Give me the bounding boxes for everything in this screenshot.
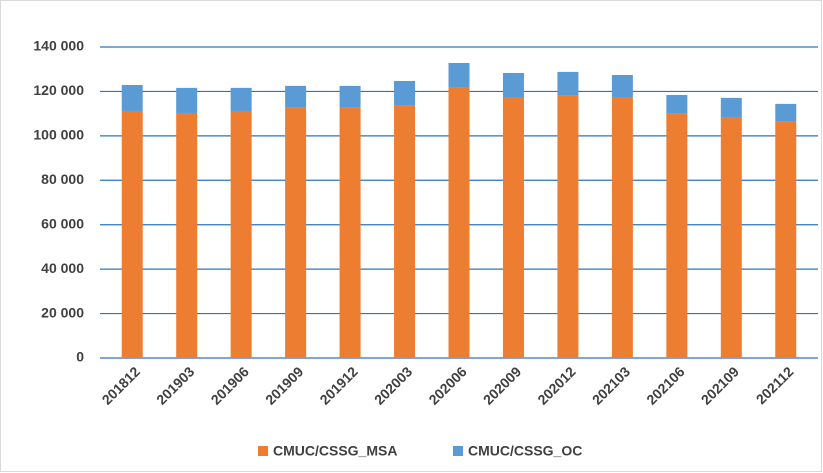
bar-segment [448,62,470,88]
bar-segment [666,113,688,359]
bar-segment [775,121,797,358]
bar-segment [448,87,470,359]
bar-segment [230,110,252,358]
legend-label: CMUC/CSSG_MSA [273,443,397,459]
bar-segment [775,103,797,122]
bar-segment [176,87,198,113]
bar-segment [230,87,252,111]
bar-segment [121,84,143,111]
y-tick-label: 20 000 [41,304,84,320]
bar-segment [502,72,524,97]
bar-segment [339,85,361,108]
bar-segment [394,80,416,106]
bar-segment [720,97,742,117]
y-tick-label: 80 000 [41,171,84,187]
bar-segment [557,71,579,96]
y-tick-label: 40 000 [41,260,84,276]
y-tick-label: 0 [76,349,84,365]
bar-segment [611,96,633,358]
y-tick-label: 120 000 [33,82,84,98]
legend-swatch [453,446,463,456]
legend-label: CMUC/CSSG_OC [468,443,582,459]
y-tick-label: 100 000 [33,127,84,143]
bar-segment [666,94,688,114]
bar-segment [720,116,742,358]
bar-segment [176,112,198,358]
y-tick-label: 60 000 [41,215,84,231]
bar-segment [611,74,633,97]
bar-segment [502,96,524,358]
legend-swatch [258,446,268,456]
bar-segment [394,105,416,358]
y-tick-label: 140 000 [33,38,84,54]
bar-segment [557,95,579,358]
bar-segment [285,85,307,108]
bar-segment [121,110,143,358]
bar-segment [285,107,307,358]
bar-segment [339,107,361,358]
